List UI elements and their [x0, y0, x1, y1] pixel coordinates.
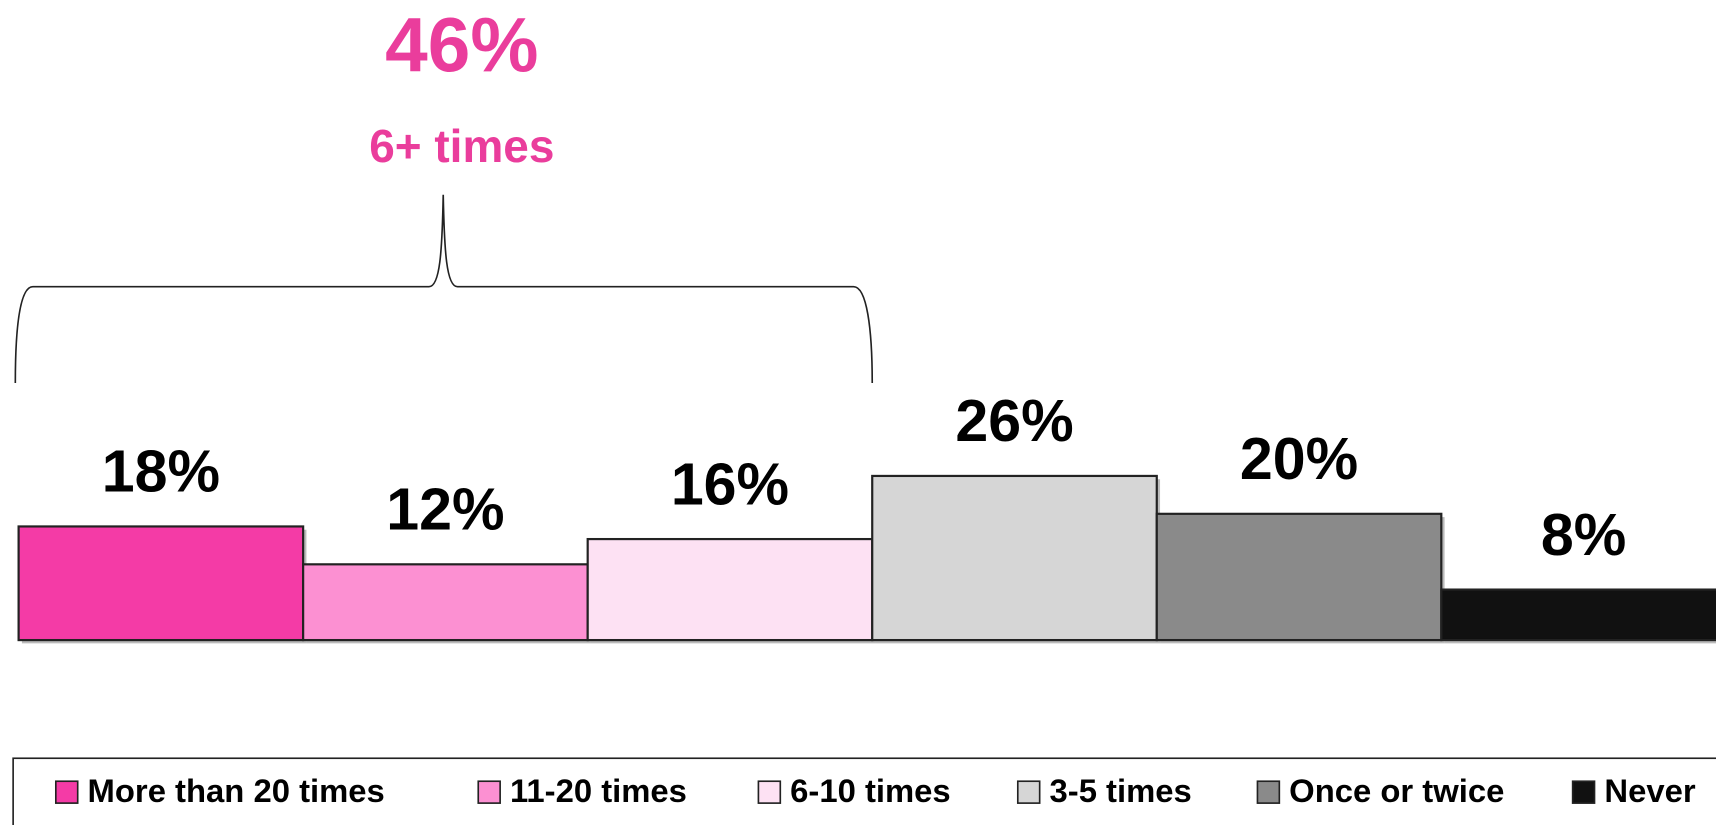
legend-label: 3-5 times: [1050, 772, 1192, 809]
data-label: 8%: [1541, 502, 1626, 568]
legend-label: 6-10 times: [790, 772, 951, 809]
legend-swatch: [54, 780, 79, 804]
legend-swatch: [1256, 780, 1281, 804]
legend-swatch: [1571, 780, 1596, 804]
annotation-value: 46%: [385, 4, 538, 89]
bar: [302, 563, 589, 642]
legend-label: More than 20 times: [88, 772, 385, 809]
data-label: 18%: [102, 439, 220, 505]
legend-box: [12, 757, 1716, 825]
legend-label: Never: [1604, 772, 1695, 809]
legend-label: Once or twice: [1289, 772, 1504, 809]
data-label: 12%: [386, 477, 504, 543]
legend-swatch: [477, 780, 501, 804]
brace: [14, 194, 874, 383]
bar: [586, 537, 874, 642]
data-label: 16%: [671, 451, 789, 517]
bar: [17, 525, 305, 642]
bar: [1155, 512, 1443, 642]
data-label: 26%: [955, 388, 1073, 454]
legend-label: 11-20 times: [510, 772, 687, 809]
legend-swatch: [1016, 780, 1041, 804]
legend-swatch: [757, 780, 782, 804]
bar: [1440, 588, 1716, 642]
bar: [871, 474, 1158, 642]
data-label: 20%: [1240, 426, 1358, 492]
annotation-text: 6+ times: [369, 120, 554, 172]
